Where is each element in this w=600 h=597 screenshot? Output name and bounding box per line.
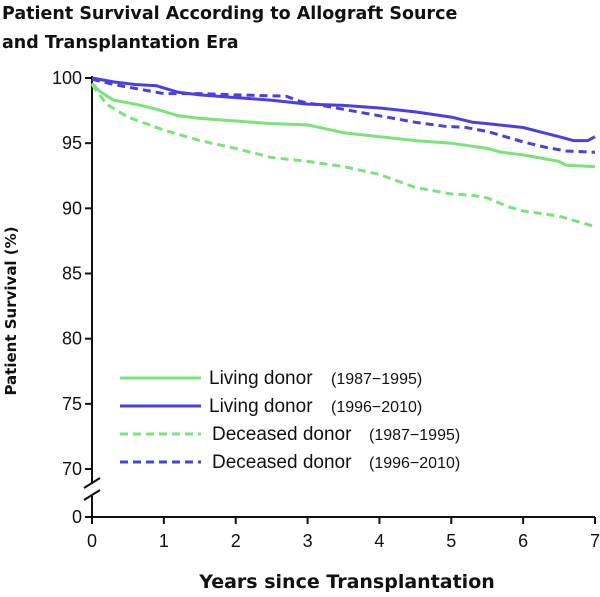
legend-label: Living donor: [209, 396, 313, 417]
x-tick-label: 5: [446, 531, 456, 551]
chart-title-line-2: and Transplantation Era: [2, 33, 239, 53]
legend-era: (1987−1995): [369, 427, 460, 444]
series-line-1: [90, 82, 596, 169]
x-tick-label: 0: [87, 531, 97, 551]
x-tick-label: 2: [231, 531, 241, 551]
y-axis-label: Patient Survival (%): [2, 226, 20, 395]
y-tick-label: 75: [62, 394, 82, 414]
y-tick-label: 100: [52, 68, 82, 88]
y-tick-label: 70: [62, 459, 82, 479]
y-tick-label: 90: [62, 198, 82, 218]
y-tick-label: 95: [62, 133, 82, 153]
series-line-4: [91, 77, 596, 154]
chart-title: Patient Survival According to Allograft …: [2, 0, 457, 58]
legend-label: Living donor: [209, 368, 313, 389]
x-axis-label: Years since Transplantation: [198, 571, 495, 593]
legend-label: Deceased donor: [212, 452, 352, 473]
y-tick-label: 80: [62, 329, 82, 349]
legend-era: (1996−2010): [331, 399, 422, 416]
axis-break-mark: [83, 489, 101, 501]
legend-label: Deceased donor: [212, 424, 352, 445]
legend-era: (1987−1995): [331, 371, 422, 388]
x-tick-label: 3: [303, 531, 313, 551]
y-tick-label: 85: [62, 264, 82, 284]
chart-title-line-1: Patient Survival According to Allograft …: [2, 4, 458, 24]
x-tick-label: 1: [159, 531, 169, 551]
axis-break-mark: [83, 477, 101, 489]
legend: Living donor (1987−1995) Living donor (1996…: [120, 368, 460, 473]
series-line-3: [90, 83, 596, 229]
x-tick-label: 7: [590, 531, 600, 551]
x-tick-label: 4: [374, 531, 384, 551]
x-tick-label: 6: [518, 531, 528, 551]
y-tick-label: 0: [72, 507, 82, 527]
legend-era: (1996−2010): [369, 455, 460, 472]
series-line-2: [91, 76, 596, 143]
series-lines: [90, 76, 596, 229]
axes: 70 75 80 85 90 95 100 00 1 2 3 4 5 6 7: [52, 68, 600, 551]
